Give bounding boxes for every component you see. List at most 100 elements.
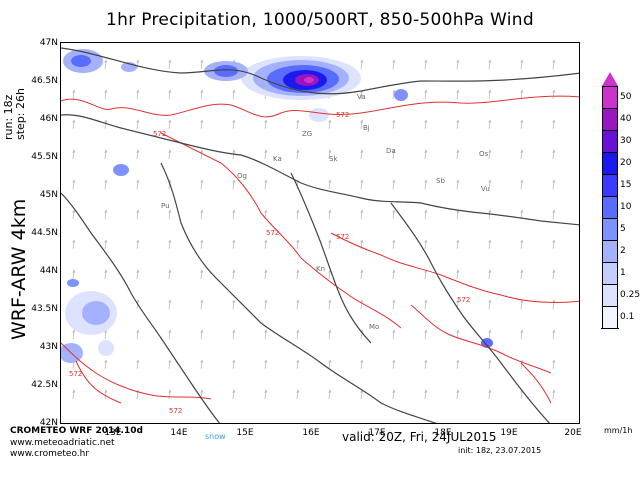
wind-arrow [424,359,428,370]
wind-arrow [456,149,460,160]
colorbar-segment [602,284,618,306]
wind-arrow [168,149,172,160]
city-mo: Mo [369,323,379,331]
wind-arrow [104,389,108,400]
wind-arrow [456,389,460,400]
contours-572 [61,95,579,404]
wind-arrow [360,299,364,310]
wind-arrow [392,89,396,100]
contour-label: 572 [266,229,279,237]
wind-arrow [520,89,524,100]
wind-arrow [296,119,300,130]
wind-arrow [296,269,300,280]
wind-arrow [328,179,332,190]
city-os: Os [479,150,489,158]
footer-site2: www.crometeo.hr [10,449,90,459]
colorbar-bottom-triangle [602,328,618,342]
wind-arrow [296,209,300,220]
wind-arrow [296,389,300,400]
wind-arrow [232,269,236,280]
wind-arrow [200,59,204,70]
chart-title: 1hr Precipitation, 1000/500RT, 850-500hP… [106,10,534,30]
lat-label-42: 42N [39,418,58,428]
lat-label-44: 44N [39,266,58,276]
wind-arrow [392,209,396,220]
wind-arrow [424,209,428,220]
wind-arrow [232,389,236,400]
wind-arrow [424,119,428,130]
wind-arrow [360,59,364,70]
wind-arrow [200,239,204,250]
wind-arrow [200,359,204,370]
wind-arrow [552,359,556,370]
lat-label-46-5: 46.5N [31,76,58,86]
wind-arrow [392,269,396,280]
contour-label: 572 [336,233,349,241]
wind-arrow [360,89,364,100]
colorbar-label: 0.1 [620,312,635,322]
colorbar-bottom-outline [601,328,619,329]
wind-arrow [360,389,364,400]
footer-snow: snow [205,432,226,441]
wind-arrow [424,299,428,310]
wind-arrow [200,119,204,130]
colorbar-label: 5 [620,224,626,234]
city-da: Da [386,147,396,155]
contour-label: 572 [336,111,349,119]
wind-arrow [232,299,236,310]
lat-label-47: 47N [39,38,58,48]
wind-arrow [264,299,268,310]
city-og: Og [237,172,247,180]
wind-arrow [104,179,108,190]
wind-arrow [296,239,300,250]
wind-arrow [552,389,556,400]
wind-arrow [264,239,268,250]
colorbar-label: 10 [620,202,632,212]
colorbar-segment [602,130,618,152]
wind-arrow [328,149,332,160]
wind-arrow [488,89,492,100]
wind-vectors [72,59,556,400]
colorbar-segment [602,218,618,240]
footer-site1: www.meteoadriatic.net [10,438,115,448]
colorbar-label: 20 [620,158,632,168]
footer-brand: CROMETEO WRF 2014.10d [10,426,143,436]
wind-arrow [392,329,396,340]
wind-arrow [104,269,108,280]
wind-arrow [168,209,172,220]
colorbar-label: 2 [620,246,626,256]
wind-arrow [136,359,140,370]
wind-arrow [104,89,108,100]
wind-arrow [104,359,108,370]
wind-arrow [488,359,492,370]
wind-arrow [168,59,172,70]
wind-arrow [168,299,172,310]
wind-arrow [552,149,556,160]
wind-arrow [232,149,236,160]
city-labels: Bj Da Os Sb Vu Ka Sk Og ZG Va Kn Pu Mo [161,93,490,331]
wind-arrow [456,89,460,100]
wind-arrow [424,389,428,400]
wind-arrow [552,179,556,190]
colorbar-segment [602,240,618,262]
wind-arrow [136,299,140,310]
wind-arrow [328,269,332,280]
wind-arrow [488,329,492,340]
wind-arrow [360,179,364,190]
wind-arrow [136,119,140,130]
wind-arrow [456,119,460,130]
lon-label-15: 15E [236,428,254,438]
colorbar-label: 0.25 [620,290,640,300]
colorbar-label: 40 [620,114,632,124]
wind-arrow [104,209,108,220]
wind-arrow [488,239,492,250]
lon-label-14: 14E [170,428,188,438]
wind-arrow [232,89,236,100]
wind-arrow [520,389,524,400]
wind-arrow [392,149,396,160]
wind-arrow [168,359,172,370]
wind-arrow [200,89,204,100]
lat-label-45-5: 45.5N [31,152,58,162]
lat-label-43-5: 43.5N [31,304,58,314]
wind-arrow [488,149,492,160]
